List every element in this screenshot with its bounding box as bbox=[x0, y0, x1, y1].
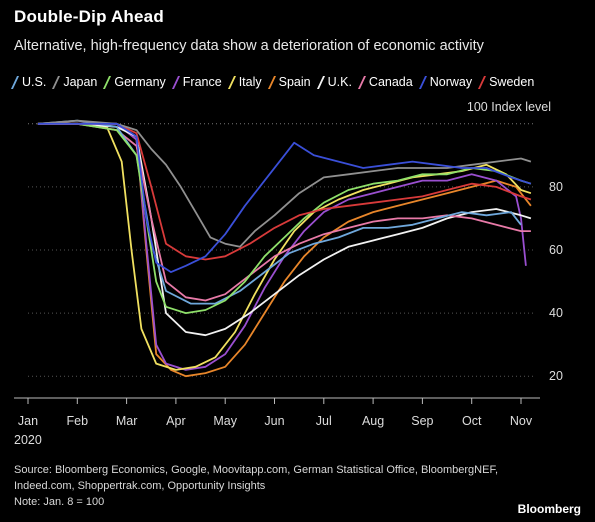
legend-item: Germany bbox=[103, 75, 166, 89]
legend: U.S. Japan Germany France Italy Spain U.K. Cana… bbox=[10, 75, 543, 89]
series-line-uk bbox=[37, 122, 532, 337]
unit-label: 100 Index level bbox=[466, 100, 551, 114]
legend-item: U.S. bbox=[10, 75, 47, 89]
series-line-sweden bbox=[37, 122, 532, 261]
legend-label: Germany bbox=[114, 75, 166, 89]
legend-label: Sweden bbox=[489, 75, 535, 89]
series-line-us bbox=[37, 119, 522, 305]
legend-label: Italy bbox=[238, 75, 262, 89]
legend-item: Sweden bbox=[478, 75, 535, 89]
x-tick-label: Jul bbox=[316, 414, 332, 428]
series-line-canada bbox=[37, 122, 531, 302]
x-tick-label: Mar bbox=[116, 414, 138, 428]
y-tick-label: 60 bbox=[549, 243, 563, 257]
note-line: Note: Jan. 8 = 100 bbox=[14, 496, 105, 508]
x-tick-label: Feb bbox=[67, 414, 89, 428]
legend-item: Japan bbox=[52, 75, 98, 89]
legend-label: U.S. bbox=[22, 75, 47, 89]
series-line-norway bbox=[37, 122, 532, 273]
x-tick-label: Sep bbox=[411, 414, 433, 428]
chart-subtitle: Alternative, high-frequency data show a … bbox=[14, 38, 484, 54]
legend-label: Spain bbox=[278, 75, 311, 89]
series-line-italy bbox=[37, 122, 532, 371]
x-tick-label: Jun bbox=[264, 414, 284, 428]
legend-item: U.K. bbox=[316, 75, 352, 89]
legend-item: Norway bbox=[418, 75, 473, 89]
x-tick-label: Oct bbox=[462, 414, 482, 428]
legend-label: Canada bbox=[368, 75, 413, 89]
chart-title: Double-Dip Ahead bbox=[14, 7, 164, 26]
x-year-label: 2020 bbox=[14, 433, 42, 447]
legend-item: Canada bbox=[357, 75, 413, 89]
x-tick-label: Apr bbox=[166, 414, 185, 428]
y-tick-label: 20 bbox=[549, 369, 563, 383]
y-tick-label: 40 bbox=[549, 306, 563, 320]
series-line-germany bbox=[37, 122, 532, 314]
y-tick-label: 80 bbox=[549, 180, 563, 194]
x-tick-label: Jan bbox=[18, 414, 38, 428]
legend-label: U.K. bbox=[327, 75, 352, 89]
x-tick-label: May bbox=[213, 414, 237, 428]
source-line: Source: Bloomberg Economics, Google, Moo… bbox=[14, 464, 499, 476]
legend-item: France bbox=[171, 75, 222, 89]
source-note: Source: Bloomberg Economics, Google, Moo… bbox=[14, 462, 574, 510]
bloomberg-logo: Bloomberg bbox=[517, 502, 581, 516]
legend-item: Spain bbox=[267, 75, 311, 89]
legend-label: Japan bbox=[63, 75, 98, 89]
source-line: Indeed.com, Shoppertrak.com, Opportunity… bbox=[14, 480, 266, 492]
x-tick-label: Nov bbox=[510, 414, 533, 428]
series-line-france bbox=[37, 122, 527, 371]
x-tick-label: Aug bbox=[362, 414, 384, 428]
legend-label: France bbox=[182, 75, 222, 89]
legend-label: Norway bbox=[429, 75, 473, 89]
legend-item: Italy bbox=[227, 75, 262, 89]
